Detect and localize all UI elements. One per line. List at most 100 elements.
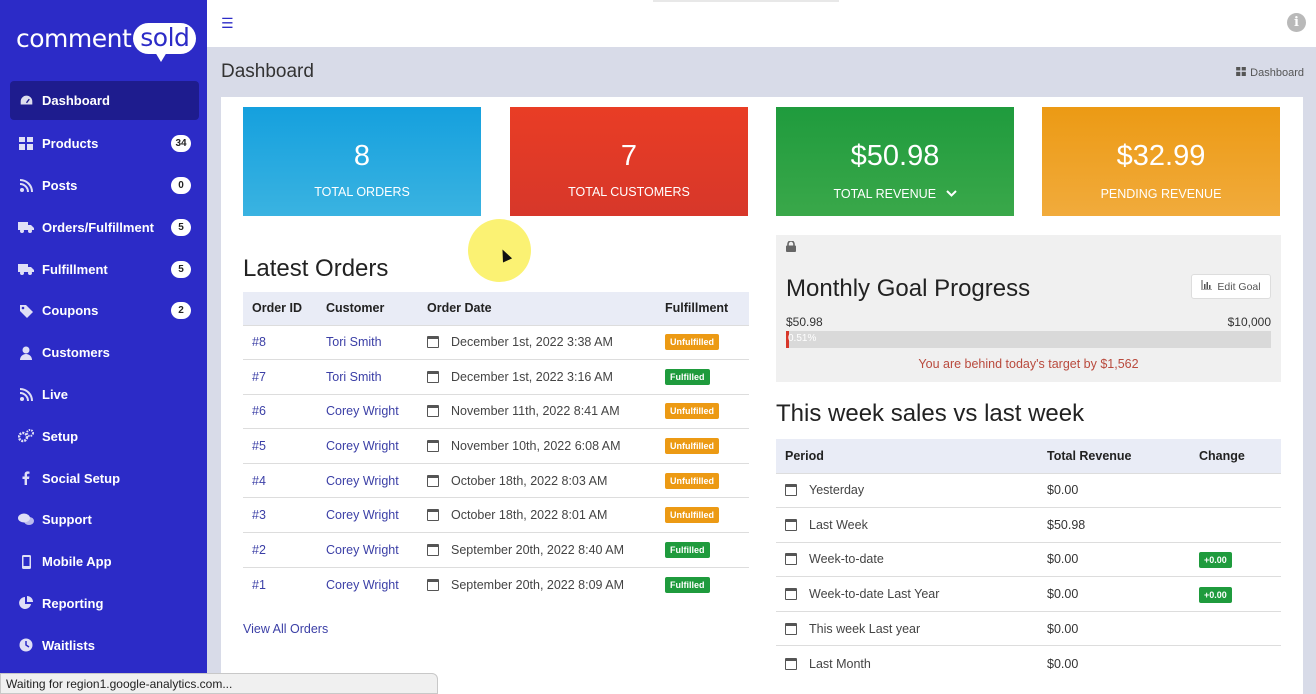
order-id[interactable]: #1 [252,577,266,592]
table-row: Yesterday $0.00 [776,472,1281,508]
logo-text-right: sold [133,22,197,62]
sidebar-item-products[interactable]: Products 34 [10,123,199,165]
clock-icon [18,637,34,653]
lock-icon [786,240,796,255]
table-row: #2 Corey Wright September 20th, 2022 8:40 … [243,532,749,568]
order-date-cell: September 20th, 2022 8:40 AM [418,532,656,568]
customer-name[interactable]: Tori Smith [326,335,382,350]
sidebar-item-reporting[interactable]: Reporting [10,583,199,625]
customer-name[interactable]: Corey Wright [326,508,399,523]
view-all-orders-link[interactable]: View All Orders [243,622,329,636]
stat-card-total-customers[interactable]: 7 TOTAL CUSTOMERS [510,107,748,216]
customer-link[interactable]: Tori Smith [317,359,418,395]
order-date: November 11th, 2022 8:41 AM [451,404,620,419]
order-id[interactable]: #4 [252,473,266,488]
customer-name[interactable]: Corey Wright [326,404,399,419]
customer-name[interactable]: Corey Wright [326,439,399,454]
sidebar-item-support[interactable]: Support [10,499,199,541]
order-id-link[interactable]: #7 [243,359,317,395]
order-id-link[interactable]: #4 [243,462,317,498]
order-id-link[interactable]: #2 [243,532,317,568]
stat-label-row[interactable]: TOTAL REVENUE [776,187,1014,201]
revenue-cell: $0.00 [1038,472,1190,508]
order-id-link[interactable]: #6 [243,393,317,429]
info-icon[interactable]: i [1287,13,1306,32]
customer-name[interactable]: Corey Wright [326,577,399,592]
column-header: Customer [317,292,418,325]
sidebar-item-posts[interactable]: Posts 0 [10,165,199,207]
order-id[interactable]: #6 [252,404,266,419]
stat-label: TOTAL CUSTOMERS [568,185,690,199]
calendar-icon [427,440,439,453]
fulfillment-cell: Fulfilled [656,359,749,395]
order-date: September 20th, 2022 8:09 AM [451,577,625,592]
sidebar-item-label: Orders/Fulfillment [42,219,154,235]
order-id[interactable]: #3 [252,508,266,523]
order-id-link[interactable]: #1 [243,566,317,602]
customer-link[interactable]: Corey Wright [317,462,418,498]
breadcrumb[interactable]: Dashboard [1236,67,1304,79]
sidebar-item-live[interactable]: Live [10,374,199,416]
order-id[interactable]: #7 [252,369,266,384]
sidebar-item-coupons[interactable]: Coupons 2 [10,290,199,332]
customer-name[interactable]: Corey Wright [326,542,399,557]
count-badge: 5 [171,260,191,278]
order-id-link[interactable]: #5 [243,428,317,464]
customer-link[interactable]: Corey Wright [317,428,418,464]
hamburger-menu-icon[interactable]: ☰ [221,15,234,31]
order-id[interactable]: #8 [252,335,266,350]
customer-link[interactable]: Corey Wright [317,532,418,568]
app-logo[interactable]: comment sold [16,18,197,62]
goal-progress-fill [786,331,789,348]
customer-link[interactable]: Corey Wright [317,393,418,429]
sidebar-item-setup[interactable]: Setup [10,415,199,457]
fulfillment-cell: Unfulfilled [656,393,749,429]
order-id-link[interactable]: #8 [243,324,317,360]
order-date-cell: December 1st, 2022 3:38 AM [418,324,656,360]
main-content: 8 TOTAL ORDERS 7 TOTAL CUSTOMERS $50.98 … [221,97,1303,694]
order-date: October 18th, 2022 8:03 AM [451,473,608,488]
order-id[interactable]: #5 [252,439,266,454]
count-badge: 2 [171,302,191,320]
period-label: Week-to-date Last Year [809,587,940,602]
order-id-link[interactable]: #3 [243,497,317,533]
customer-link[interactable]: Corey Wright [317,497,418,533]
order-id[interactable]: #2 [252,542,266,557]
user-icon [18,345,34,361]
top-divider [653,0,839,2]
period-label: Last Week [809,517,868,532]
table-row: #6 Corey Wright November 11th, 2022 8:41 A… [243,393,749,429]
mobile-icon [18,554,34,570]
calendar-icon [427,578,439,591]
stat-card-total-orders[interactable]: 8 TOTAL ORDERS [243,107,481,216]
sidebar-item-waitlists[interactable]: Waitlists [10,624,199,666]
fulfillment-status-badge: Fulfilled [665,368,710,385]
sidebar-item-fulfillment[interactable]: Fulfillment 5 [10,248,199,290]
customer-link[interactable]: Tori Smith [317,324,418,360]
gears-icon [18,428,34,444]
customer-name[interactable]: Corey Wright [326,473,399,488]
sidebar-item-dashboard[interactable]: Dashboard [10,81,199,120]
chevron-down-icon[interactable] [940,187,957,201]
period-cell: Week-to-date [776,541,1038,577]
latest-orders-table: Order ID Customer Order Date Fulfillment… [243,292,749,602]
customer-name[interactable]: Tori Smith [326,369,382,384]
calendar-icon [785,553,797,566]
sidebar-item-customers[interactable]: Customers [10,332,199,374]
sidebar-item-mobile-app[interactable]: Mobile App [10,541,199,583]
customer-link[interactable]: Corey Wright [317,566,418,602]
edit-goal-button[interactable]: Edit Goal [1191,274,1271,299]
sidebar-item-social-setup[interactable]: Social Setup [10,457,199,499]
sidebar-item-label: Fulfillment [42,261,108,277]
revenue-cell: $0.00 [1038,645,1190,681]
table-row: #1 Corey Wright September 20th, 2022 8:09 … [243,566,749,602]
truck-icon [18,219,34,235]
stat-card-total-revenue[interactable]: $50.98 TOTAL REVENUE [776,107,1014,216]
grid-icon [1236,67,1247,79]
table-row: #4 Corey Wright October 18th, 2022 8:03 AM… [243,462,749,498]
stat-card-pending-revenue[interactable]: $32.99 PENDING REVENUE [1042,107,1280,216]
period-label: This week Last year [809,621,921,636]
order-date: September 20th, 2022 8:40 AM [451,542,625,557]
sidebar-item-orders-fulfillment[interactable]: Orders/Fulfillment 5 [10,206,199,248]
facebook-icon [18,470,34,486]
